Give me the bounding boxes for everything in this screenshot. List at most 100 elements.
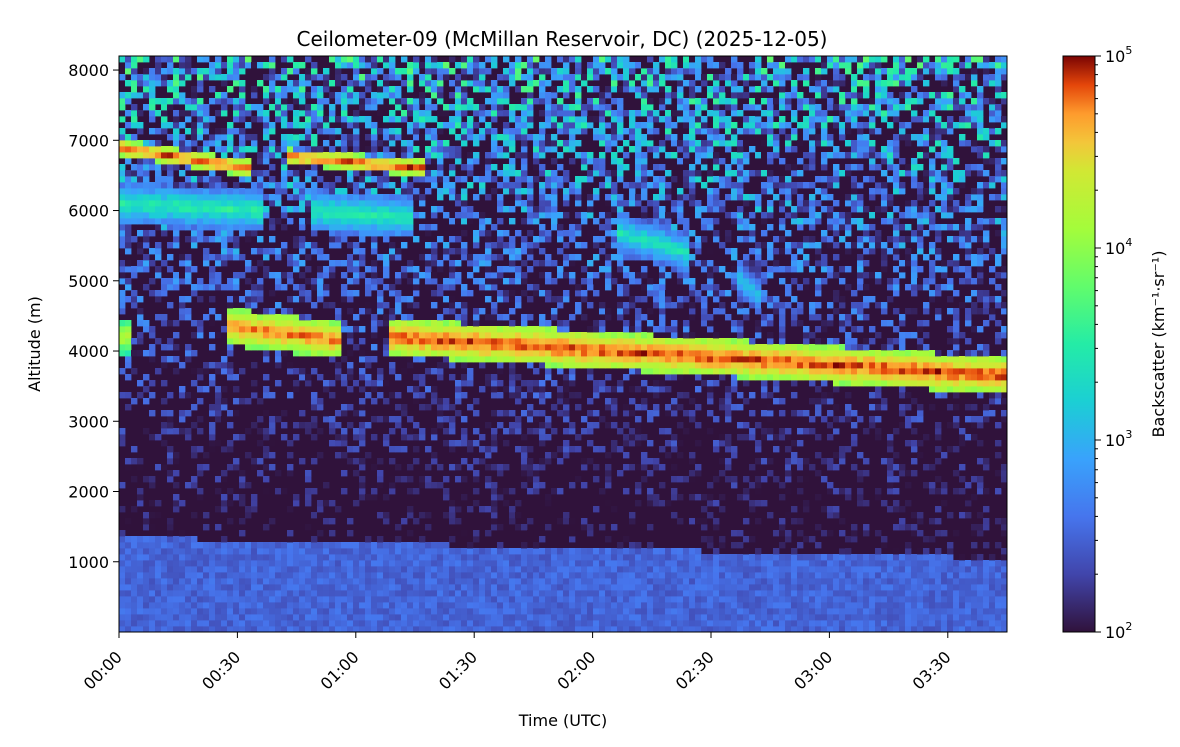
- heatmap-cell: [617, 218, 624, 225]
- heatmap-cell: [413, 392, 420, 399]
- heatmap-cell: [545, 572, 552, 579]
- heatmap-cell: [257, 440, 264, 447]
- heatmap-cell: [185, 164, 192, 171]
- heatmap-cell: [617, 554, 624, 561]
- heatmap-cell: [461, 194, 468, 201]
- heatmap-cell: [173, 608, 180, 615]
- heatmap-cell: [455, 578, 462, 585]
- heatmap-cell: [263, 488, 270, 495]
- heatmap-cell: [497, 608, 504, 615]
- heatmap-cell: [461, 374, 468, 381]
- heatmap-cell: [209, 560, 216, 567]
- heatmap-cell: [527, 74, 534, 81]
- heatmap-cell: [503, 290, 510, 297]
- heatmap-cell: [365, 284, 372, 291]
- heatmap-cell: [539, 458, 546, 465]
- heatmap-cell: [239, 566, 246, 573]
- heatmap-cell: [353, 344, 360, 351]
- heatmap-cell: [233, 308, 240, 315]
- heatmap-cell: [329, 350, 336, 357]
- heatmap-cell: [449, 356, 456, 363]
- heatmap-cell: [461, 566, 468, 573]
- heatmap-cell: [599, 332, 606, 339]
- heatmap-cell: [491, 272, 498, 279]
- heatmap-cell: [419, 560, 426, 567]
- heatmap-cell: [305, 422, 312, 429]
- heatmap-cell: [485, 350, 492, 357]
- heatmap-cell: [347, 626, 354, 633]
- heatmap-cell: [449, 572, 456, 579]
- heatmap-cell: [467, 272, 474, 279]
- heatmap-cell: [521, 152, 528, 159]
- heatmap-cell: [461, 110, 468, 117]
- heatmap-cell: [539, 386, 546, 393]
- heatmap-cell: [473, 230, 480, 237]
- heatmap-cell: [317, 116, 324, 123]
- heatmap-cell: [461, 290, 468, 297]
- heatmap-cell: [155, 590, 162, 597]
- heatmap-cell: [353, 428, 360, 435]
- heatmap-cell: [425, 254, 432, 261]
- heatmap-cell: [593, 326, 600, 333]
- heatmap-cell: [401, 212, 408, 219]
- heatmap-cell: [245, 104, 252, 111]
- heatmap-cell: [221, 386, 228, 393]
- heatmap-cell: [239, 626, 246, 633]
- heatmap-cell: [377, 308, 384, 315]
- heatmap-cell: [293, 602, 300, 609]
- heatmap-cell: [443, 608, 450, 615]
- heatmap-cell: [197, 572, 204, 579]
- heatmap-cell: [149, 332, 156, 339]
- heatmap-cell: [497, 314, 504, 321]
- heatmap-cell: [215, 614, 222, 621]
- heatmap-cell: [467, 122, 474, 129]
- heatmap-cell: [581, 128, 588, 135]
- heatmap-cell: [383, 590, 390, 597]
- heatmap-cell: [287, 56, 294, 63]
- heatmap-cell: [317, 584, 324, 591]
- heatmap-cell: [131, 134, 138, 141]
- heatmap-cell: [131, 554, 138, 561]
- heatmap-cell: [227, 254, 234, 261]
- heatmap-cell: [551, 626, 558, 633]
- heatmap-cell: [539, 584, 546, 591]
- heatmap-cell: [221, 602, 228, 609]
- heatmap-cell: [515, 350, 522, 357]
- heatmap-cell: [293, 266, 300, 273]
- heatmap-cell: [353, 92, 360, 99]
- heatmap-cell: [173, 92, 180, 99]
- heatmap-cell: [221, 584, 228, 591]
- heatmap-cell: [215, 200, 222, 207]
- heatmap-cell: [551, 92, 558, 99]
- heatmap-cell: [155, 224, 162, 231]
- heatmap-cell: [299, 182, 306, 189]
- heatmap-cell: [263, 356, 270, 363]
- heatmap-cell: [599, 212, 606, 219]
- heatmap-cell: [461, 584, 468, 591]
- heatmap-cell: [485, 332, 492, 339]
- heatmap-cell: [605, 422, 612, 429]
- heatmap-cell: [479, 62, 486, 69]
- heatmap-cell: [557, 392, 564, 399]
- heatmap-cell: [569, 116, 576, 123]
- heatmap-cell: [185, 314, 192, 321]
- heatmap-cell: [569, 422, 576, 429]
- heatmap-cell: [179, 110, 186, 117]
- heatmap-cell: [143, 608, 150, 615]
- heatmap-cell: [245, 428, 252, 435]
- heatmap-cell: [209, 446, 216, 453]
- heatmap-cell: [359, 116, 366, 123]
- heatmap-cell: [347, 182, 354, 189]
- heatmap-cell: [233, 170, 240, 177]
- heatmap-cell: [539, 566, 546, 573]
- heatmap-cell: [167, 590, 174, 597]
- heatmap-cell: [581, 590, 588, 597]
- heatmap-cell: [209, 542, 216, 549]
- heatmap-cell: [449, 326, 456, 333]
- heatmap-cell: [611, 80, 618, 87]
- heatmap-cell: [545, 68, 552, 75]
- heatmap-cell: [569, 446, 576, 453]
- heatmap-cell: [155, 152, 162, 159]
- heatmap-cell: [173, 332, 180, 339]
- heatmap-cell: [167, 578, 174, 585]
